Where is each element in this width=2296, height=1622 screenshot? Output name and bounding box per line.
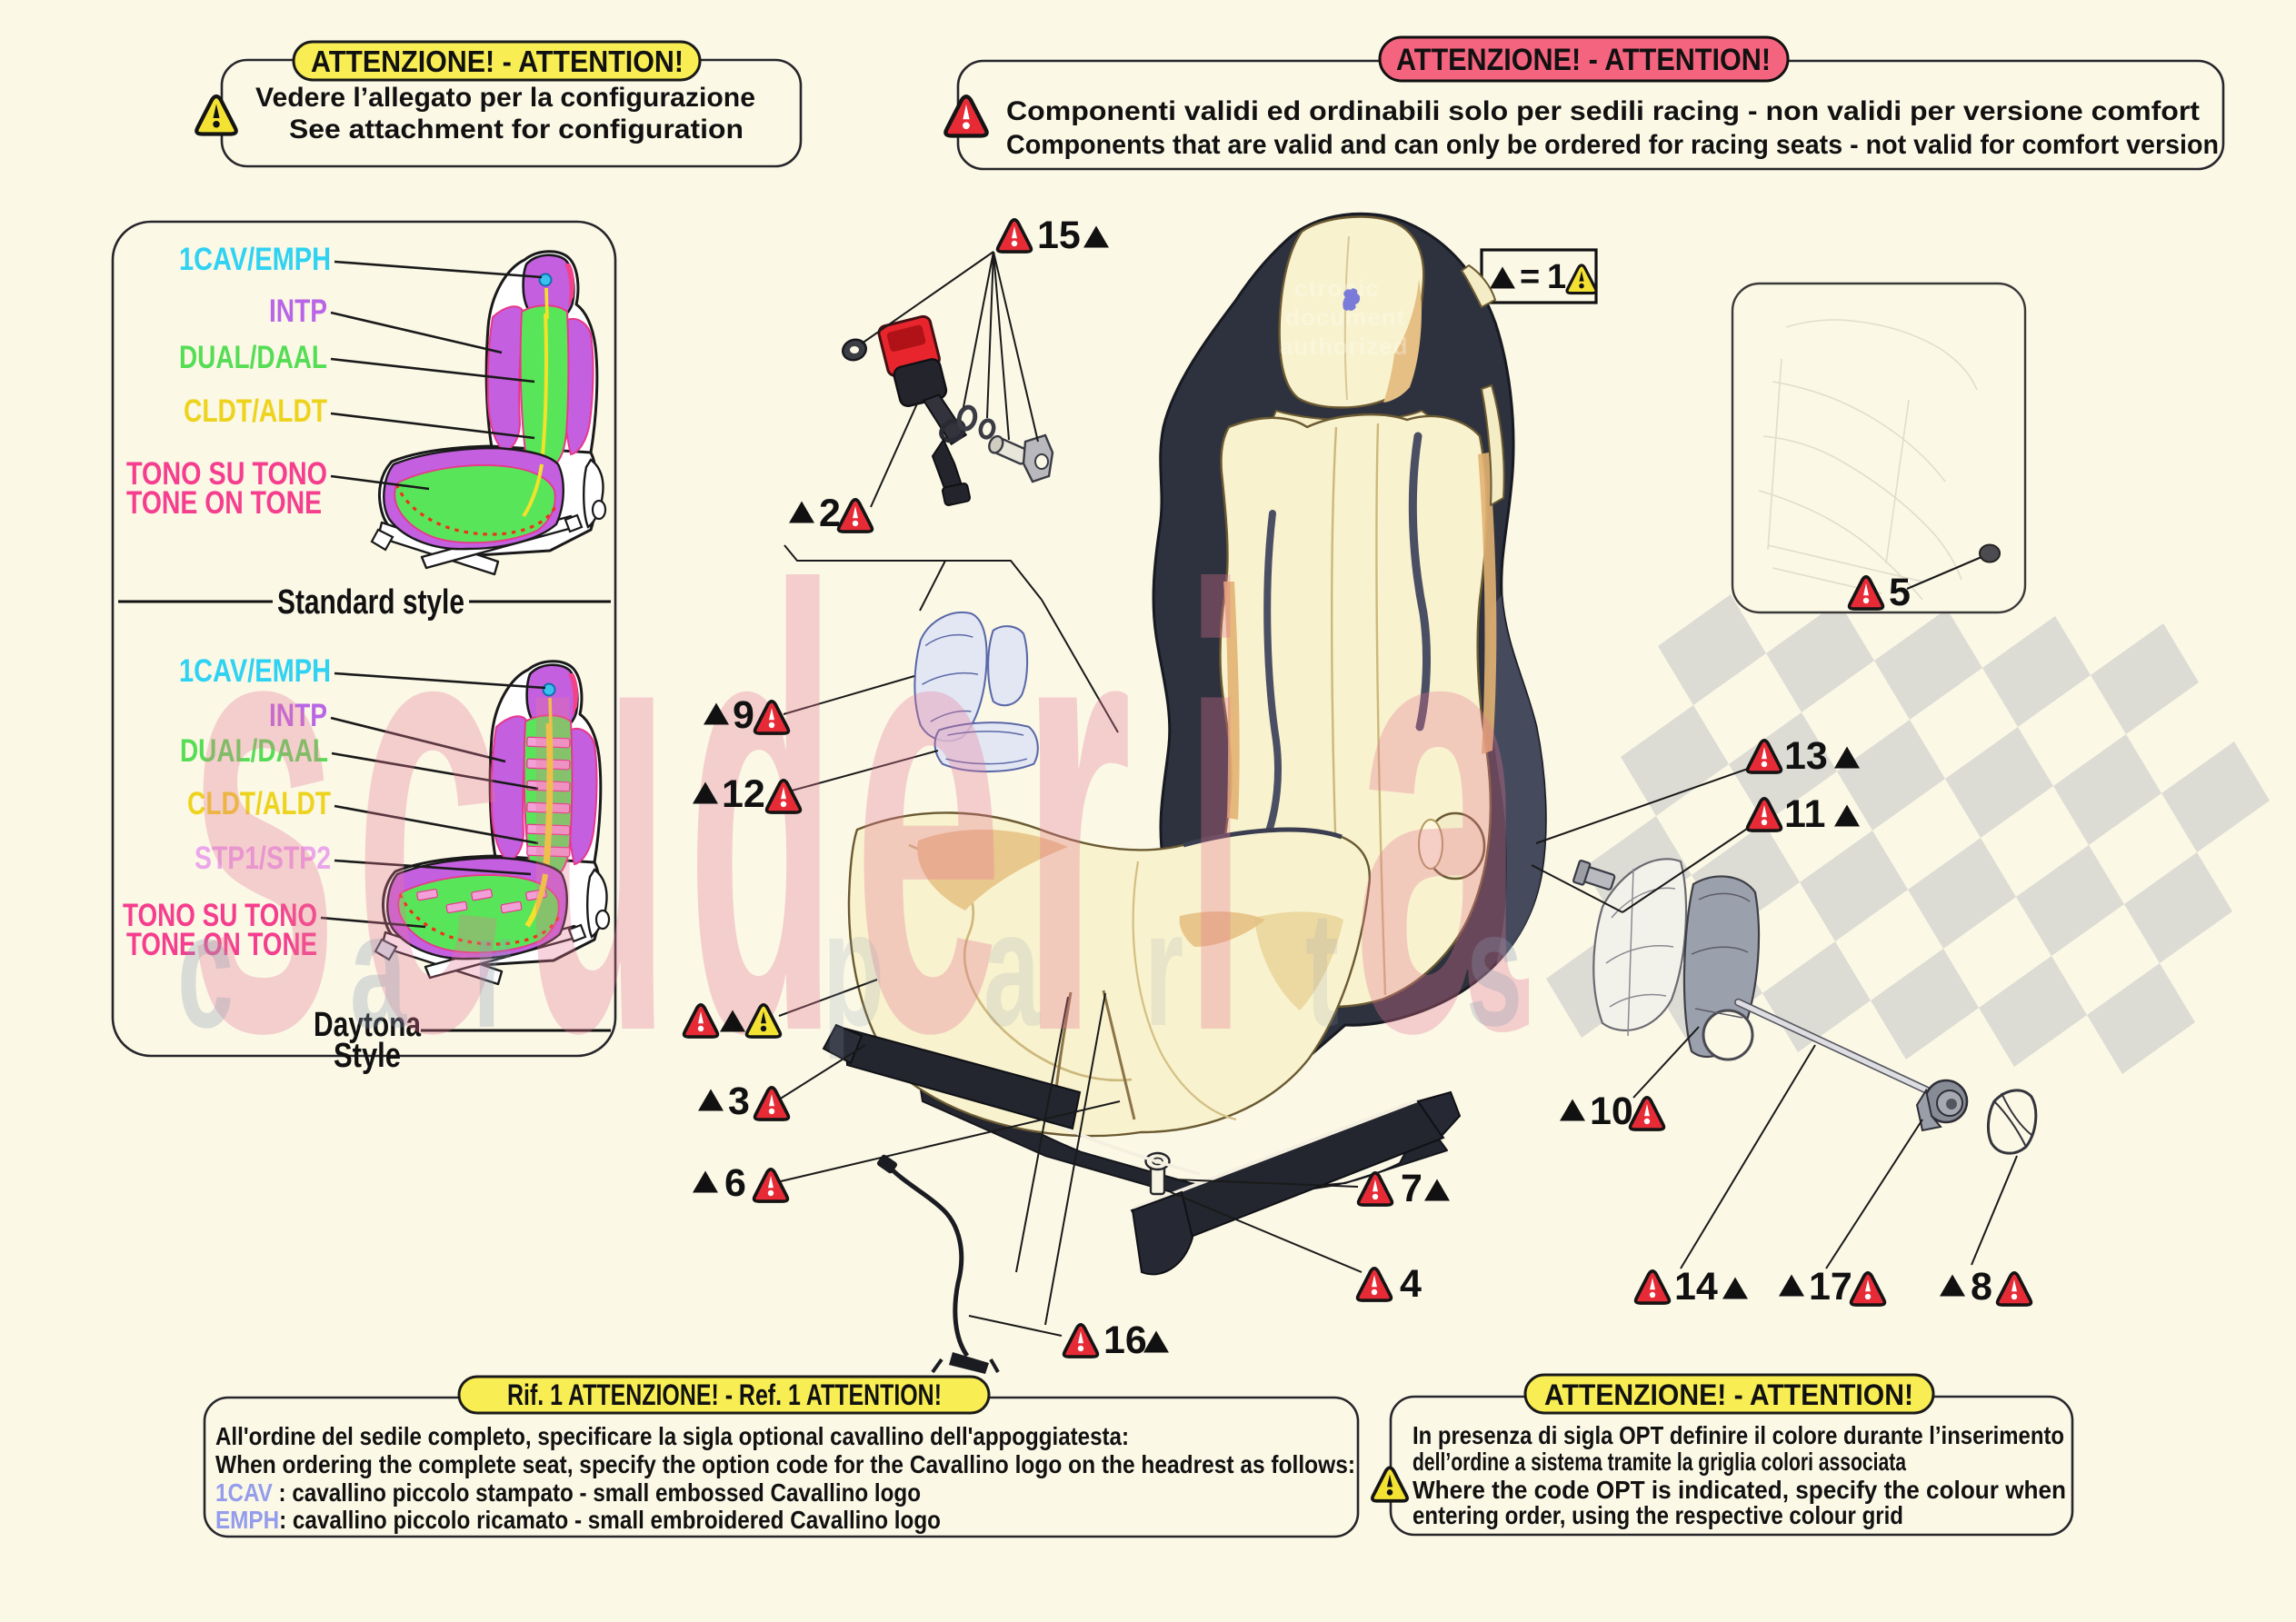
svg-text:9: 9 [733, 693, 754, 737]
svg-text:s: s [188, 461, 338, 1162]
svg-text:17: 17 [1809, 1265, 1852, 1309]
svg-text:Where the code OPT is indicate: Where the code OPT is indicated, specify… [1413, 1476, 2066, 1504]
svg-text:r: r [1020, 462, 1133, 1162]
svg-text:ctronic: ctronic [1294, 274, 1380, 302]
svg-text:TONO SU TONO: TONO SU TONO [123, 898, 317, 933]
svg-text:When ordering the complete sea: When ordering the complete seat, specify… [215, 1450, 1355, 1478]
svg-text:3: 3 [728, 1080, 750, 1123]
svg-text:a: a [983, 877, 1041, 1060]
svg-text:DUAL/DAAL: DUAL/DAAL [180, 733, 328, 769]
svg-text:1CAV : cavallino piccolo stamp: 1CAV : cavallino piccolo stampato - smal… [215, 1478, 921, 1507]
svg-text:1: 1 [1547, 258, 1566, 296]
svg-text:1CAV/EMPH: 1CAV/EMPH [179, 242, 331, 277]
svg-text:a: a [1353, 461, 1529, 1162]
svg-text:1CAV/EMPH: 1CAV/EMPH [179, 653, 331, 689]
svg-text:STP1/STP2: STP1/STP2 [195, 841, 331, 876]
svg-text:a: a [350, 879, 407, 1062]
svg-text:TONE ON TONE: TONE ON TONE [126, 927, 317, 962]
svg-text:e: e [854, 461, 1003, 1162]
svg-text:6: 6 [724, 1161, 746, 1205]
svg-text:entering order, using the resp: entering order, using the respective col… [1413, 1501, 1903, 1529]
svg-text:Style: Style [334, 1037, 401, 1075]
svg-text:15: 15 [1037, 214, 1081, 257]
svg-text:r: r [473, 879, 512, 1062]
svg-text:12: 12 [722, 772, 765, 816]
svg-text:s: s [1466, 877, 1522, 1060]
svg-text:ATTENZIONE! - ATTENTION!: ATTENZIONE! - ATTENTION! [1396, 43, 1771, 77]
svg-text:10: 10 [1590, 1090, 1633, 1133]
svg-text:CLDT/ALDT: CLDT/ALDT [187, 786, 331, 821]
svg-text:In presenza di sigla OPT defin: In presenza di sigla OPT definire il col… [1413, 1421, 2064, 1449]
svg-text:t: t [1305, 877, 1339, 1060]
svg-text:Components that are valid and: Components that are valid and can only b… [1006, 130, 2219, 160]
svg-text:4: 4 [1400, 1262, 1422, 1306]
svg-text:All'ordine del sedile completo: All'ordine del sedile completo, specific… [215, 1422, 1129, 1450]
svg-text:14: 14 [1674, 1265, 1718, 1309]
svg-text:c: c [177, 879, 234, 1062]
svg-text:11: 11 [1784, 792, 1825, 836]
svg-text:INTP: INTP [269, 294, 327, 329]
svg-text:d: d [687, 461, 836, 1161]
svg-text:u: u [521, 461, 670, 1161]
svg-text:5: 5 [1889, 571, 1911, 614]
svg-text:c: c [354, 461, 504, 1162]
svg-text:Daytona: Daytona [314, 1006, 422, 1044]
svg-text:authorized: authorized [1280, 333, 1408, 360]
svg-text:2: 2 [819, 492, 841, 535]
svg-text:dell’ordine a sistema tramite: dell’ordine a sistema tramite la griglia… [1413, 1448, 1906, 1476]
svg-text:13: 13 [1784, 734, 1828, 778]
svg-text:16: 16 [1103, 1318, 1147, 1362]
svg-text:See attachment for configurati: See attachment for configuration [289, 114, 744, 144]
svg-text:CLDT/ALDT: CLDT/ALDT [184, 393, 327, 429]
svg-text:Standard style: Standard style [277, 583, 464, 622]
svg-text:8: 8 [1971, 1265, 1992, 1309]
svg-text:Rif. 1 ATTENZIONE! - Ref. 1 AT: Rif. 1 ATTENZIONE! - Ref. 1 ATTENTION! [507, 1378, 942, 1411]
svg-text:DUAL/DAAL: DUAL/DAAL [179, 340, 327, 375]
svg-text:INTP: INTP [269, 698, 327, 733]
svg-text:=: = [1520, 258, 1540, 296]
svg-text:EMPH: cavallino piccolo ricama: EMPH: cavallino piccolo ricamato - small… [215, 1506, 941, 1534]
svg-text:TONE ON TONE: TONE ON TONE [126, 485, 322, 521]
svg-text:ATTENZIONE! - ATTENTION!: ATTENZIONE! - ATTENTION! [1544, 1378, 1913, 1411]
svg-text:ATTENZIONE! - ATTENTION!: ATTENZIONE! - ATTENTION! [311, 45, 684, 78]
svg-text:r: r [1144, 877, 1183, 1060]
svg-text:7: 7 [1401, 1167, 1423, 1210]
svg-text:i: i [1186, 462, 1245, 1162]
svg-text:TONO SU TONO: TONO SU TONO [126, 456, 327, 492]
svg-text:p: p [823, 877, 884, 1060]
svg-text:Componenti validi ed ordinabil: Componenti validi ed ordinabili solo per… [1006, 96, 2200, 126]
svg-text:Vedere l’allegato per la confi: Vedere l’allegato per la configurazione [255, 83, 755, 113]
